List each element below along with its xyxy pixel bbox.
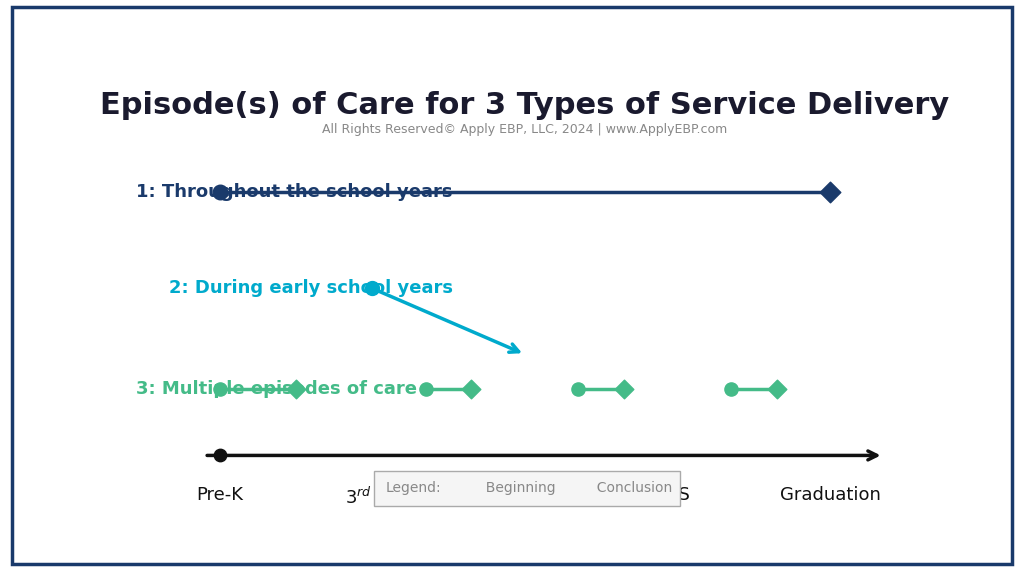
Point (572, 484, 589, 493)
Point (822, 187, 839, 196)
Text: Graduation: Graduation (779, 486, 881, 504)
Text: All Rights Reserved© Apply EBP, LLC, 2024 | www.ApplyEBP.com: All Rights Reserved© Apply EBP, LLC, 202… (323, 123, 727, 136)
Point (211, 451, 227, 460)
Text: Pre-K: Pre-K (196, 486, 243, 504)
Point (364, 284, 380, 293)
Text: 1: Throughout the school years: 1: Throughout the school years (135, 183, 453, 200)
Point (461, 484, 477, 493)
Text: 3: Multiple episodes of care: 3: Multiple episodes of care (135, 380, 417, 399)
Text: HS: HS (665, 486, 690, 504)
Point (463, 385, 479, 394)
Point (211, 187, 227, 196)
FancyBboxPatch shape (374, 471, 680, 506)
Text: MS: MS (511, 486, 539, 504)
Text: Beginning: Beginning (477, 481, 556, 496)
Point (418, 385, 434, 394)
Point (211, 385, 227, 394)
Text: $3^{rd}$ Gr: $3^{rd}$ Gr (345, 486, 399, 508)
Text: Conclusion: Conclusion (588, 481, 673, 496)
Text: Legend:: Legend: (386, 481, 441, 496)
Point (768, 385, 784, 394)
Point (723, 385, 739, 394)
Point (570, 385, 587, 394)
Point (288, 385, 304, 394)
Text: 2: During early school years: 2: During early school years (169, 279, 454, 297)
Text: Episode(s) of Care for 3 Types of Service Delivery: Episode(s) of Care for 3 Types of Servic… (100, 90, 949, 119)
Point (615, 385, 632, 394)
